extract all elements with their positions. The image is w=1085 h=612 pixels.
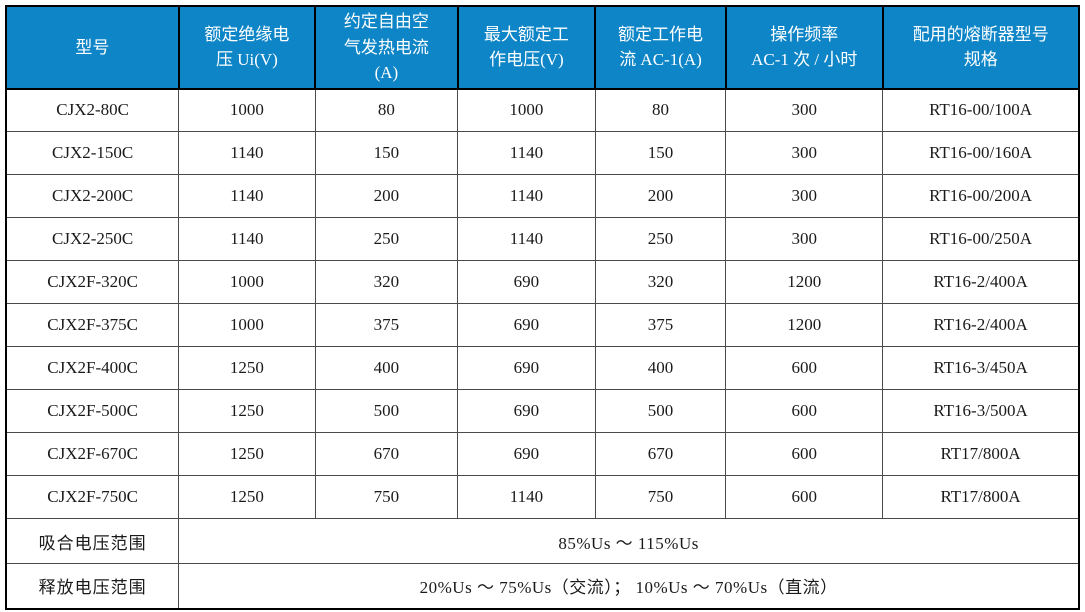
cell-frequency: 600 xyxy=(725,475,884,519)
header-rated-working-current: 额定工作电 流 AC-1(A) xyxy=(594,5,727,90)
cell-insulation-voltage: 1000 xyxy=(178,303,316,347)
cell-max-voltage: 690 xyxy=(457,389,596,433)
cell-insulation-voltage: 1250 xyxy=(178,346,316,390)
cell-thermal-current: 150 xyxy=(314,131,459,175)
cell-working-current: 320 xyxy=(594,260,727,304)
release-voltage-label: 释放电压范围 xyxy=(5,563,180,609)
cell-model: CJX2F-670C xyxy=(5,432,180,476)
cell-model: CJX2F-400C xyxy=(5,346,180,390)
cell-insulation-voltage: 1250 xyxy=(178,389,316,433)
cell-max-voltage: 1140 xyxy=(457,131,596,175)
cell-thermal-current: 750 xyxy=(314,475,459,519)
table-row: CJX2F-400C 1250 400 690 400 600 RT16-3/4… xyxy=(5,346,1080,390)
release-voltage-row: 释放电压范围 20%Us ～ 75%Us（交流）； 10%Us ～ 70%Us（… xyxy=(5,563,1080,609)
cell-frequency: 1200 xyxy=(725,260,884,304)
cell-working-current: 375 xyxy=(594,303,727,347)
cell-model: CJX2-150C xyxy=(5,131,180,175)
table-row: CJX2F-750C 1250 750 1140 750 600 RT17/80… xyxy=(5,475,1080,519)
cell-fuse: RT16-00/250A xyxy=(882,217,1080,261)
cell-frequency: 300 xyxy=(725,88,884,132)
cell-max-voltage: 1140 xyxy=(457,174,596,218)
cell-frequency: 300 xyxy=(725,217,884,261)
pickup-voltage-label: 吸合电压范围 xyxy=(5,518,180,564)
cell-insulation-voltage: 1000 xyxy=(178,88,316,132)
cell-model: CJX2-80C xyxy=(5,88,180,132)
table-row: CJX2F-320C 1000 320 690 320 1200 RT16-2/… xyxy=(5,260,1080,304)
cell-model: CJX2-200C xyxy=(5,174,180,218)
cell-model: CJX2-250C xyxy=(5,217,180,261)
cell-frequency: 600 xyxy=(725,389,884,433)
table-row: CJX2-150C 1140 150 1140 150 300 RT16-00/… xyxy=(5,131,1080,175)
cell-thermal-current: 250 xyxy=(314,217,459,261)
cell-frequency: 300 xyxy=(725,174,884,218)
cell-max-voltage: 1000 xyxy=(457,88,596,132)
cell-max-voltage: 690 xyxy=(457,432,596,476)
cell-max-voltage: 690 xyxy=(457,260,596,304)
cell-max-voltage: 690 xyxy=(457,346,596,390)
cell-working-current: 80 xyxy=(594,88,727,132)
header-fuse-spec: 配用的熔断器型号 规格 xyxy=(881,5,1081,90)
table-row: CJX2-80C 1000 80 1000 80 300 RT16-00/100… xyxy=(5,88,1080,132)
cell-max-voltage: 1140 xyxy=(457,217,596,261)
header-operating-frequency: 操作频率 AC-1 次 / 小时 xyxy=(724,5,884,90)
cell-working-current: 670 xyxy=(594,432,727,476)
cell-insulation-voltage: 1140 xyxy=(178,131,316,175)
table-row: CJX2F-670C 1250 670 690 670 600 RT17/800… xyxy=(5,432,1080,476)
cell-fuse: RT16-3/500A xyxy=(882,389,1080,433)
cell-model: CJX2F-375C xyxy=(5,303,180,347)
cell-insulation-voltage: 1250 xyxy=(178,475,316,519)
table-row: CJX2F-500C 1250 500 690 500 600 RT16-3/5… xyxy=(5,389,1080,433)
cell-thermal-current: 375 xyxy=(314,303,459,347)
header-max-rated-working-voltage: 最大额定工 作电压(V) xyxy=(456,5,597,90)
cell-model: CJX2F-500C xyxy=(5,389,180,433)
cell-fuse: RT16-00/200A xyxy=(882,174,1080,218)
cell-insulation-voltage: 1000 xyxy=(178,260,316,304)
cell-thermal-current: 500 xyxy=(314,389,459,433)
cell-fuse: RT17/800A xyxy=(882,475,1080,519)
cell-fuse: RT16-2/400A xyxy=(882,303,1080,347)
cell-working-current: 150 xyxy=(594,131,727,175)
cell-insulation-voltage: 1250 xyxy=(178,432,316,476)
cell-fuse: RT16-00/100A xyxy=(882,88,1080,132)
cell-model: CJX2F-320C xyxy=(5,260,180,304)
cell-working-current: 400 xyxy=(594,346,727,390)
cell-insulation-voltage: 1140 xyxy=(178,174,316,218)
pickup-voltage-row: 吸合电压范围 85%Us ～ 115%Us xyxy=(5,518,1080,564)
contactor-spec-table: 型号 额定绝缘电 压 Ui(V) 约定自由空 气发热电流 (A) 最大额定工 作… xyxy=(5,5,1081,610)
cell-frequency: 300 xyxy=(725,131,884,175)
table-row: CJX2-250C 1140 250 1140 250 300 RT16-00/… xyxy=(5,217,1080,261)
release-voltage-value: 20%Us ～ 75%Us（交流）； 10%Us ～ 70%Us（直流） xyxy=(178,563,1080,609)
cell-working-current: 500 xyxy=(594,389,727,433)
cell-thermal-current: 320 xyxy=(314,260,459,304)
cell-max-voltage: 690 xyxy=(457,303,596,347)
table-row: CJX2-200C 1140 200 1140 200 300 RT16-00/… xyxy=(5,174,1080,218)
cell-thermal-current: 200 xyxy=(314,174,459,218)
header-free-air-thermal-current: 约定自由空 气发热电流 (A) xyxy=(314,5,459,90)
cell-model: CJX2F-750C xyxy=(5,475,180,519)
cell-frequency: 1200 xyxy=(725,303,884,347)
cell-fuse: RT16-3/450A xyxy=(882,346,1080,390)
cell-insulation-voltage: 1140 xyxy=(178,217,316,261)
pickup-voltage-value: 85%Us ～ 115%Us xyxy=(178,518,1080,564)
header-rated-insulation-voltage: 额定绝缘电 压 Ui(V) xyxy=(177,5,317,90)
cell-thermal-current: 670 xyxy=(314,432,459,476)
cell-fuse: RT16-00/160A xyxy=(882,131,1080,175)
cell-fuse: RT17/800A xyxy=(882,432,1080,476)
cell-fuse: RT16-2/400A xyxy=(882,260,1080,304)
cell-thermal-current: 80 xyxy=(314,88,459,132)
cell-thermal-current: 400 xyxy=(314,346,459,390)
cell-frequency: 600 xyxy=(725,346,884,390)
cell-frequency: 600 xyxy=(725,432,884,476)
header-row: 型号 额定绝缘电 压 Ui(V) 约定自由空 气发热电流 (A) 最大额定工 作… xyxy=(5,5,1081,90)
header-model: 型号 xyxy=(5,5,180,90)
table-row: CJX2F-375C 1000 375 690 375 1200 RT16-2/… xyxy=(5,303,1080,347)
cell-working-current: 250 xyxy=(594,217,727,261)
cell-working-current: 200 xyxy=(594,174,727,218)
cell-working-current: 750 xyxy=(594,475,727,519)
cell-max-voltage: 1140 xyxy=(457,475,596,519)
